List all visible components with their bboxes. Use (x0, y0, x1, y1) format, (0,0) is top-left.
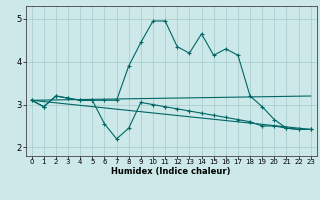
X-axis label: Humidex (Indice chaleur): Humidex (Indice chaleur) (111, 167, 231, 176)
